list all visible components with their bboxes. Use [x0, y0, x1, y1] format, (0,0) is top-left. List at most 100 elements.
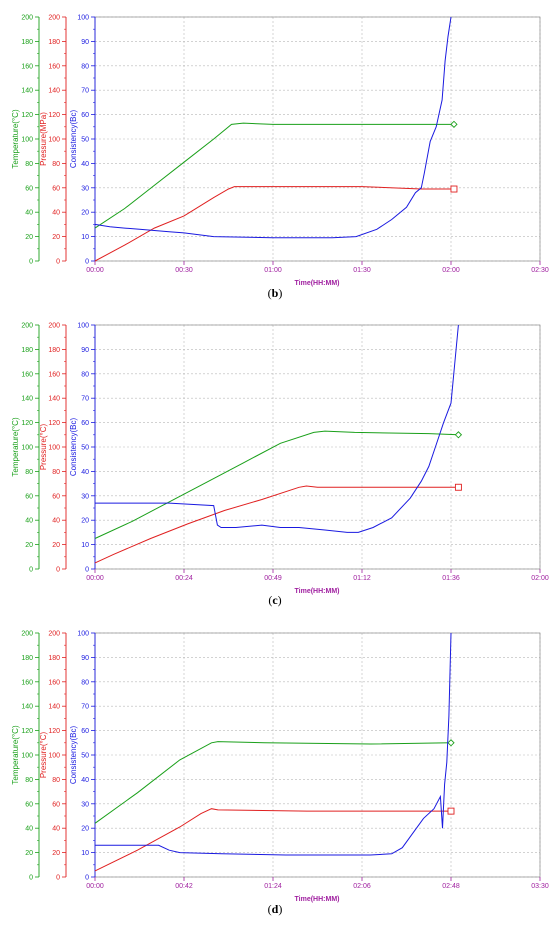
- temperature-axis-tick-label: 40: [25, 826, 33, 833]
- pressure-axis-tick-label: 100: [48, 753, 60, 760]
- temperature-axis-tick-label: 160: [21, 679, 33, 686]
- temperature-axis-tick-label: 180: [21, 655, 33, 662]
- pressure-end-marker: [454, 483, 462, 491]
- x-axis-tick-label: 01:24: [264, 883, 282, 890]
- pressure-axis-tick-label: 160: [48, 371, 60, 378]
- pressure-axis-tick-label: 80: [52, 161, 60, 168]
- pressure-axis-tick-label: 200: [48, 323, 60, 330]
- temperature-axis-tick-label: 80: [25, 469, 33, 476]
- plot-frame: [94, 632, 541, 878]
- consistency-axis-tick-label: 90: [81, 347, 89, 354]
- temperature-axis-tick-label: 20: [25, 542, 33, 549]
- temperature-series-line: [94, 741, 452, 824]
- x-axis-tick-label: 00:00: [86, 267, 104, 274]
- panel-label: (c): [268, 593, 281, 607]
- chart-panel-c: 020406080100120140160180200Temperature(°…: [11, 323, 549, 608]
- temperature-axis-tick-label: 0: [29, 875, 33, 882]
- temperature-axis-tick-label: 180: [21, 347, 33, 354]
- x-axis-tick-label: 01:00: [264, 267, 282, 274]
- consistency-axis-tick-label: 60: [81, 728, 89, 735]
- consistency-axis-tick-label: 50: [81, 753, 89, 760]
- consistency-axis-tick-label: 80: [81, 679, 89, 686]
- x-axis-tick-label: 00:00: [86, 575, 104, 582]
- x-axis-tick-label: 00:24: [175, 575, 193, 582]
- consistency-axis-tick-label: 90: [81, 39, 89, 46]
- temperature-axis-tick-label: 120: [21, 112, 33, 119]
- plot-frame: [94, 16, 541, 262]
- pressure-axis-tick-label: 40: [52, 518, 60, 525]
- pressure-axis-tick-label: 200: [48, 15, 60, 22]
- pressure-axis-tick-label: 0: [56, 567, 60, 574]
- consistency-axis-tick-label: 20: [81, 826, 89, 833]
- consistency-axis-tick-label: 80: [81, 371, 89, 378]
- pressure-axis-tick-label: 180: [48, 655, 60, 662]
- pressure-axis-tick-label: 100: [48, 137, 60, 144]
- x-axis-tick-label: 02:30: [531, 267, 549, 274]
- pressure-end-marker: [450, 185, 458, 193]
- temperature-axis-title: Temperature(°C): [11, 417, 20, 477]
- consistency-axis-tick-label: 20: [81, 210, 89, 217]
- plot-frame: [94, 324, 541, 570]
- consistency-axis-title: Consistency(Bc): [69, 418, 78, 477]
- pressure-axis-tick-label: 140: [48, 396, 60, 403]
- pressure-axis-tick-label: 160: [48, 63, 60, 70]
- consistency-axis-tick-label: 60: [81, 112, 89, 119]
- temperature-axis-tick-label: 200: [21, 323, 33, 330]
- pressure-axis-tick-label: 60: [52, 185, 60, 192]
- pressure-axis-tick-label: 80: [52, 777, 60, 784]
- x-axis-tick-label: 02:00: [531, 575, 549, 582]
- consistency-series-line: [94, 16, 452, 239]
- x-axis-tick-label: 01:12: [353, 575, 371, 582]
- pressure-series-line: [94, 186, 454, 262]
- consistency-axis-tick-label: 40: [81, 777, 89, 784]
- panel-label: (d): [268, 902, 283, 916]
- temperature-axis-tick-label: 60: [25, 493, 33, 500]
- x-axis-tick-label: 02:06: [353, 883, 371, 890]
- pressure-axis-tick-label: 40: [52, 826, 60, 833]
- x-axis-tick-label: 01:36: [442, 575, 460, 582]
- pressure-axis-tick-label: 180: [48, 39, 60, 46]
- pressure-axis-tick-label: 60: [52, 493, 60, 500]
- x-axis-tick-label: 02:48: [442, 883, 460, 890]
- consistency-axis-tick-label: 50: [81, 137, 89, 144]
- pressure-axis-tick-label: 200: [48, 631, 60, 638]
- pressure-axis-tick-label: 60: [52, 801, 60, 808]
- consistency-axis-tick-label: 30: [81, 801, 89, 808]
- temperature-axis-tick-label: 100: [21, 753, 33, 760]
- consistency-axis-title: Consistency(Bc): [69, 110, 78, 169]
- consistency-axis-tick-label: 0: [85, 567, 89, 574]
- temperature-series-line: [94, 122, 454, 229]
- x-axis-tick-label: 00:00: [86, 883, 104, 890]
- consistency-axis-tick-label: 100: [77, 15, 89, 22]
- temperature-axis-tick-label: 120: [21, 420, 33, 427]
- temperature-axis-tick-label: 0: [29, 567, 33, 574]
- pressure-axis-tick-label: 20: [52, 542, 60, 549]
- pressure-axis-tick-label: 120: [48, 420, 60, 427]
- consistency-axis-tick-label: 40: [81, 161, 89, 168]
- pressure-axis-title: Pressure(°C): [39, 424, 48, 471]
- temperature-axis-tick-label: 140: [21, 704, 33, 711]
- pressure-axis-tick-label: 140: [48, 704, 60, 711]
- x-axis-tick-label: 00:30: [175, 267, 193, 274]
- temperature-axis-tick-label: 60: [25, 185, 33, 192]
- pressure-axis-tick-label: 20: [52, 850, 60, 857]
- temperature-axis-tick-label: 100: [21, 445, 33, 452]
- temperature-series-line: [94, 430, 459, 539]
- x-axis-tick-label: 03:30: [531, 883, 549, 890]
- temperature-end-marker: [450, 120, 458, 128]
- temperature-axis-tick-label: 200: [21, 15, 33, 22]
- temperature-axis-tick-label: 0: [29, 259, 33, 266]
- consistency-axis-tick-label: 40: [81, 469, 89, 476]
- temperature-axis-tick-label: 80: [25, 777, 33, 784]
- temperature-axis-tick-label: 40: [25, 518, 33, 525]
- temperature-axis-tick-label: 60: [25, 801, 33, 808]
- temperature-axis-tick-label: 160: [21, 63, 33, 70]
- consistency-axis-tick-label: 90: [81, 655, 89, 662]
- consistency-axis-tick-label: 30: [81, 493, 89, 500]
- temperature-axis-tick-label: 200: [21, 631, 33, 638]
- pressure-axis-tick-label: 140: [48, 88, 60, 95]
- x-axis-title: Time(HH:MM): [295, 280, 340, 287]
- consistency-axis-title: Consistency(Bc): [69, 726, 78, 785]
- consistency-axis-tick-label: 30: [81, 185, 89, 192]
- pressure-axis-tick-label: 120: [48, 112, 60, 119]
